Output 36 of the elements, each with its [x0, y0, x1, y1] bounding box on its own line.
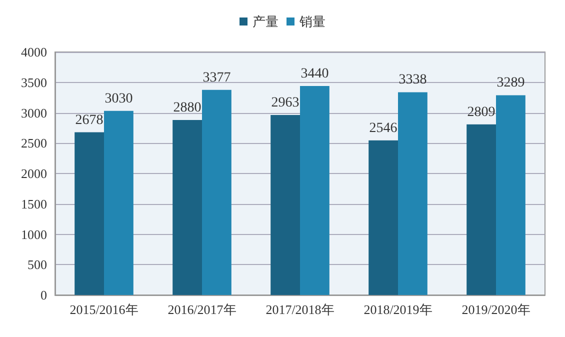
- y-tick-label: 500: [28, 257, 47, 272]
- x-tick-label: 2016/2017年: [168, 302, 236, 317]
- bar: [270, 115, 300, 295]
- data-label: 3377: [202, 70, 231, 86]
- legend-label: 产量: [252, 14, 278, 29]
- bar: [172, 120, 202, 295]
- y-tick-label: 0: [40, 288, 47, 302]
- data-label: 2546: [369, 120, 398, 136]
- bar: [104, 110, 134, 295]
- x-tick-label: 2019/2020年: [462, 302, 530, 317]
- bar: [466, 124, 496, 295]
- x-tick-label: 2015/2016年: [70, 302, 138, 317]
- data-label: 2880: [173, 100, 202, 116]
- x-tick-label: 2018/2019年: [364, 302, 432, 317]
- data-label: 2678: [75, 112, 104, 128]
- y-tick-label: 1000: [21, 226, 47, 242]
- y-tick-label: 4000: [21, 44, 47, 60]
- y-tick-label: 2500: [21, 136, 47, 151]
- bar: [202, 90, 232, 295]
- bar: [368, 140, 398, 295]
- bar: [74, 132, 104, 295]
- data-label: 3289: [496, 76, 525, 91]
- data-label: 3030: [104, 91, 133, 106]
- data-label: 3440: [300, 66, 329, 82]
- data-label: 2963: [271, 96, 300, 110]
- bar: [398, 92, 428, 295]
- y-tick-label: 1500: [21, 196, 47, 212]
- data-label: 3338: [398, 72, 427, 88]
- data-label: 2809: [467, 104, 496, 120]
- y-tick-label: 3000: [21, 105, 47, 120]
- legend-label: 销量: [298, 14, 326, 29]
- bar: [300, 86, 330, 295]
- y-tick-label: 3500: [21, 74, 47, 90]
- bar: [496, 95, 526, 295]
- x-tick-label: 2017/2018年: [266, 302, 334, 317]
- y-tick-label: 2000: [21, 166, 47, 181]
